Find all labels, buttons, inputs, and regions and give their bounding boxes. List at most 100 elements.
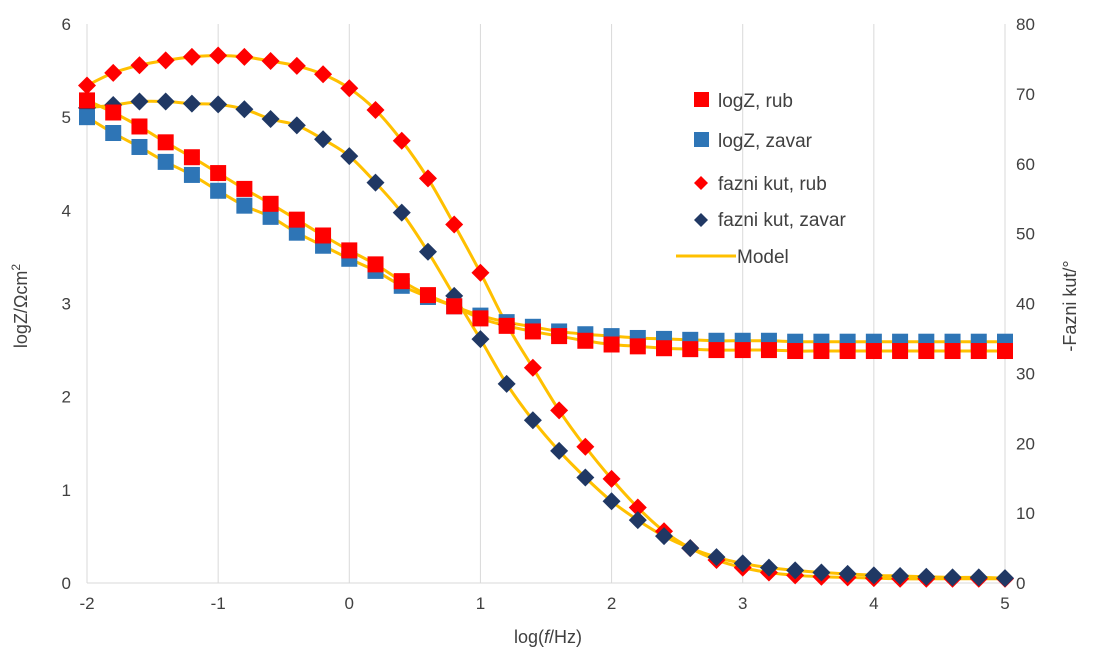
data-point-square: [419, 287, 436, 304]
data-point-diamond: [287, 56, 306, 75]
y-left-tick-label: 4: [62, 201, 71, 220]
data-point-square: [157, 153, 174, 170]
y-left-tick-labels: 0 1 2 3 4 5 6: [62, 15, 71, 593]
data-point-diamond: [917, 567, 936, 586]
data-point-diamond: [235, 47, 254, 66]
model-curve-2: [86, 53, 1005, 581]
data-point-square: [577, 332, 594, 349]
data-point-diamond: [418, 169, 437, 188]
data-point-diamond: [550, 401, 569, 420]
y-left-tick-label: 0: [62, 574, 71, 593]
data-point-diamond: [969, 568, 988, 587]
data-point-square: [393, 273, 410, 290]
data-point-diamond: [156, 51, 175, 70]
legend-marker-logz-rub: [694, 92, 709, 107]
data-point-diamond: [287, 116, 306, 135]
data-point-diamond: [130, 92, 149, 111]
data-point-square: [446, 298, 463, 315]
y-right-tick-label: 40: [1016, 295, 1035, 314]
data-point-square: [105, 125, 122, 142]
data-point-diamond: [418, 242, 437, 261]
data-point-square: [288, 224, 305, 241]
y-right-axis-label: -Fazni kut/°: [1060, 260, 1080, 351]
y-left-tick-label: 2: [62, 388, 71, 407]
y-left-tick-label: 6: [62, 15, 71, 34]
data-point-diamond: [235, 100, 254, 119]
legend-marker-logz-zavar: [694, 132, 709, 147]
data-point-square: [892, 343, 909, 360]
data-point-diamond: [838, 564, 857, 583]
legend-label-fazni-kut-zavar: fazni kut, zavar: [718, 210, 846, 231]
legend-label-logz-rub: logZ, rub: [718, 91, 793, 112]
x-axis-label: log(f/Hz): [514, 627, 582, 647]
data-point-square: [367, 256, 384, 273]
data-point-square: [524, 323, 541, 340]
legend: logZ, rub logZ, zavar fazni kut, rub faz…: [676, 91, 846, 268]
y-right-tick-label: 10: [1016, 504, 1035, 523]
data-point-square: [682, 341, 699, 358]
data-point-square: [79, 92, 95, 109]
data-point-square: [341, 242, 358, 259]
data-point-square: [839, 343, 856, 360]
data-point-diamond: [209, 46, 228, 65]
data-point-square: [315, 227, 332, 244]
data-point-diamond: [497, 374, 516, 393]
model-curves: [86, 53, 1006, 581]
data-point-square: [157, 134, 174, 151]
x-tick-label: 1: [476, 594, 485, 613]
data-point-square: [236, 197, 253, 214]
data-point-square: [656, 340, 673, 357]
data-point-diamond: [182, 94, 201, 113]
y-right-tick-label: 70: [1016, 85, 1035, 104]
x-tick-label: 2: [607, 594, 616, 613]
y-right-tick-label: 80: [1016, 15, 1035, 34]
data-point-diamond: [392, 203, 411, 222]
x-tick-label: 3: [738, 594, 747, 613]
data-point-square: [760, 342, 777, 359]
data-point-square: [865, 343, 882, 360]
data-point-diamond: [523, 358, 542, 377]
y-left-tick-label: 1: [62, 481, 71, 500]
data-point-square: [131, 118, 148, 135]
data-point-diamond: [602, 492, 621, 511]
data-point-diamond: [366, 173, 385, 192]
x-tick-label: 5: [1000, 594, 1009, 613]
y-left-tick-label: 5: [62, 108, 71, 127]
data-point-diamond: [628, 511, 647, 530]
data-point-square: [105, 104, 122, 121]
model-curve-0: [86, 99, 1005, 353]
data-point-diamond: [707, 548, 726, 567]
y-left-axis-label: logZ/Ωcm2: [9, 264, 31, 348]
x-tick-label: 4: [869, 594, 878, 613]
data-point-diamond: [864, 566, 883, 585]
data-point-diamond: [130, 56, 149, 75]
data-point-diamond: [156, 92, 175, 111]
data-point-square: [944, 343, 961, 360]
data-point-square: [210, 165, 227, 182]
data-point-diamond: [681, 539, 700, 558]
data-point-square: [210, 182, 227, 199]
data-point-square: [262, 195, 279, 212]
y-right-tick-label: 20: [1016, 434, 1035, 453]
data-point-diamond: [366, 100, 385, 119]
x-tick-label: -2: [79, 594, 94, 613]
legend-label-model: Model: [737, 247, 789, 268]
data-point-square: [236, 180, 253, 197]
data-point-diamond: [996, 569, 1014, 588]
data-point-diamond: [392, 131, 411, 150]
data-point-square: [183, 149, 200, 166]
grid: [86, 24, 1006, 583]
y-right-tick-label: 50: [1016, 225, 1035, 244]
data-point-square: [79, 109, 95, 126]
axes: [87, 24, 1006, 584]
y-right-tick-label: 0: [1016, 574, 1025, 593]
data-point-diamond: [786, 561, 805, 580]
data-point-diamond: [445, 215, 464, 234]
y-right-tick-label: 60: [1016, 155, 1035, 174]
y-right-tick-labels: 0 10 20 30 40 50 60 70 80: [1016, 15, 1035, 593]
data-point-diamond: [733, 554, 752, 573]
data-point-diamond: [261, 110, 280, 129]
data-point-diamond: [812, 563, 831, 582]
data-point-diamond: [471, 330, 490, 349]
data-point-diamond: [471, 263, 490, 282]
